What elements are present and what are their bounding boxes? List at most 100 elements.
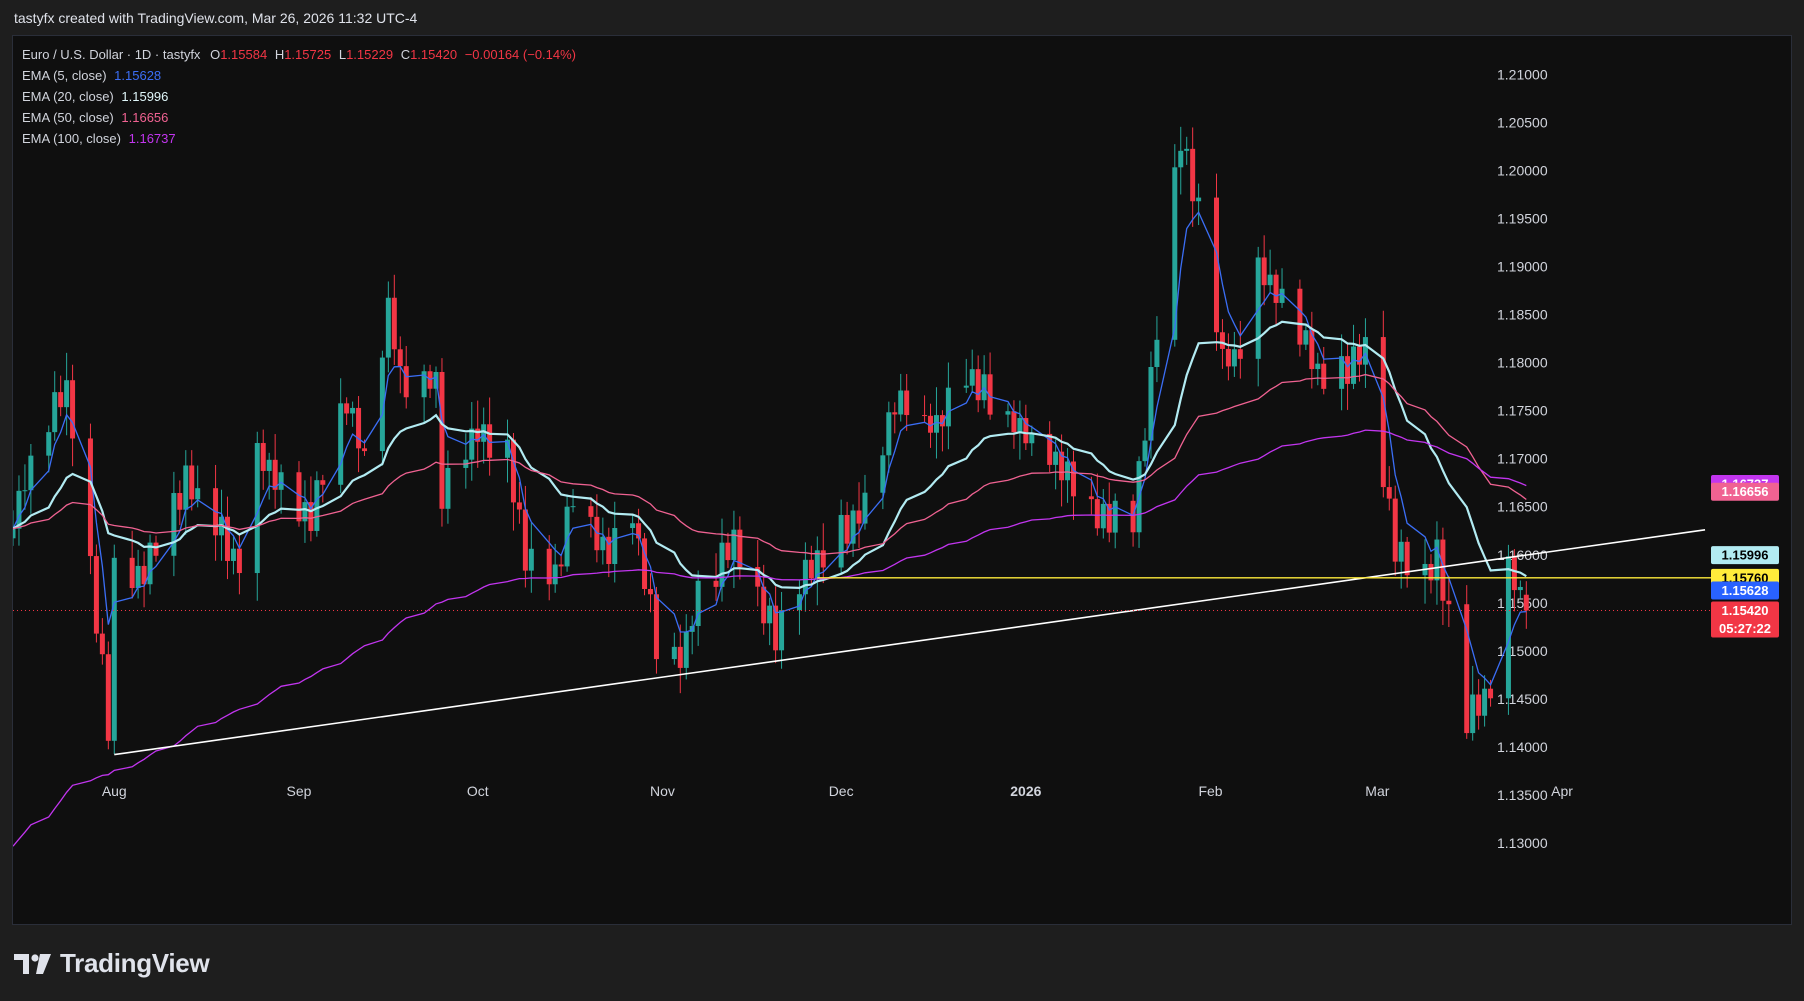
candle <box>1106 482 1112 543</box>
candle <box>939 410 945 452</box>
candle <box>64 352 70 436</box>
candle <box>1523 581 1529 629</box>
candle-body <box>522 509 528 571</box>
candle <box>904 374 910 431</box>
ema5-value: 1.15628 <box>114 68 162 83</box>
candle <box>230 536 236 575</box>
candle-body <box>630 523 636 529</box>
trendline <box>114 528 1706 756</box>
candle-body <box>58 392 64 408</box>
candle-body <box>1005 411 1011 415</box>
candle-body <box>350 407 356 414</box>
candle <box>963 358 969 393</box>
x-tick-label: Mar <box>1365 783 1389 799</box>
candle-body <box>761 586 767 624</box>
candle <box>1094 473 1100 536</box>
candle-body <box>314 480 320 531</box>
candle <box>838 499 844 575</box>
candle <box>1386 466 1392 511</box>
candle <box>802 542 808 612</box>
candle <box>1345 344 1351 410</box>
candle-body <box>814 550 820 579</box>
tradingview-logo-text: TradingView <box>60 948 210 978</box>
candle <box>1428 554 1434 594</box>
y-tick-label: 1.15500 <box>1497 595 1548 611</box>
candle-body <box>904 390 910 416</box>
candle <box>522 485 528 588</box>
candle-body <box>1476 694 1482 716</box>
candle <box>683 614 689 680</box>
candle <box>439 358 445 527</box>
candle <box>814 536 820 606</box>
candle <box>1047 421 1053 473</box>
price-chart[interactable]: 1.130001.135001.140001.145001.150001.155… <box>13 36 1791 924</box>
candle <box>564 494 570 572</box>
candle-body <box>254 443 260 574</box>
ema-50-line <box>13 373 1527 555</box>
ema50-legend-row[interactable]: EMA (50, close) 1.16656 <box>22 107 576 128</box>
candle-body <box>1047 433 1053 465</box>
price-badge-bg <box>1711 546 1779 565</box>
candle-body <box>1023 418 1029 444</box>
candle <box>987 352 993 420</box>
open-label: O <box>210 47 221 62</box>
candle-body <box>600 536 606 551</box>
candle <box>528 522 534 593</box>
candle <box>1321 346 1327 395</box>
candle-body <box>1398 541 1404 562</box>
candle <box>570 489 576 513</box>
x-tick-label: Feb <box>1198 783 1222 799</box>
candle <box>260 429 266 490</box>
candle <box>820 523 826 584</box>
tradingview-logo[interactable]: TradingView <box>14 948 210 979</box>
candle-body <box>731 529 737 561</box>
candle <box>177 480 183 526</box>
candle-body <box>1446 600 1452 605</box>
candle <box>1279 268 1285 308</box>
ema20-legend-row[interactable]: EMA (20, close) 1.15996 <box>22 86 576 107</box>
candle <box>653 586 659 674</box>
candle-body <box>439 371 445 509</box>
candle <box>1339 334 1345 411</box>
candle-body <box>1404 541 1410 576</box>
candle-body <box>1011 411 1017 433</box>
candle <box>266 452 272 500</box>
candle-body <box>737 529 743 567</box>
y-tick-label: 1.20000 <box>1497 162 1548 178</box>
candle-body <box>1440 539 1446 601</box>
candle <box>224 496 230 580</box>
x-tick-label: Apr <box>1551 783 1573 799</box>
candle <box>850 504 856 557</box>
y-tick-label: 1.21000 <box>1497 66 1548 82</box>
candle-body <box>1297 288 1303 345</box>
y-tick-label: 1.14500 <box>1497 691 1548 707</box>
candle-body <box>1106 503 1112 533</box>
close-label: C <box>400 47 411 62</box>
candle <box>320 474 326 503</box>
candle-body <box>677 646 683 668</box>
candle-body <box>153 542 159 556</box>
price-badge: 1.15420 05:27:22 <box>1711 601 1779 638</box>
ema100-legend-row[interactable]: EMA (100, close) 1.16737 <box>22 128 576 149</box>
candle-body <box>1392 498 1398 562</box>
candle <box>1213 173 1219 351</box>
candle <box>1190 127 1196 227</box>
candle-body <box>606 536 612 565</box>
candle-body <box>773 605 779 651</box>
candle-body <box>99 633 105 655</box>
x-tick-label: Oct <box>467 783 489 799</box>
candle-body <box>922 415 928 417</box>
price-badge-bg <box>1711 482 1779 501</box>
candle <box>737 516 743 580</box>
candle-body <box>1231 349 1237 367</box>
candle-body <box>1505 556 1511 699</box>
candle-body <box>338 403 344 485</box>
ema5-legend-row[interactable]: EMA (5, close) 1.15628 <box>22 65 576 86</box>
candle-body <box>963 385 969 388</box>
chart-panel[interactable]: 1.13000 1.13500 1.14000 1.14500 1.15000 1.155… <box>12 35 1792 925</box>
candle <box>767 597 773 646</box>
candle <box>1196 183 1202 226</box>
low-value: 1.15229 <box>346 47 394 62</box>
candle <box>886 401 892 473</box>
candle-body <box>13 528 16 539</box>
